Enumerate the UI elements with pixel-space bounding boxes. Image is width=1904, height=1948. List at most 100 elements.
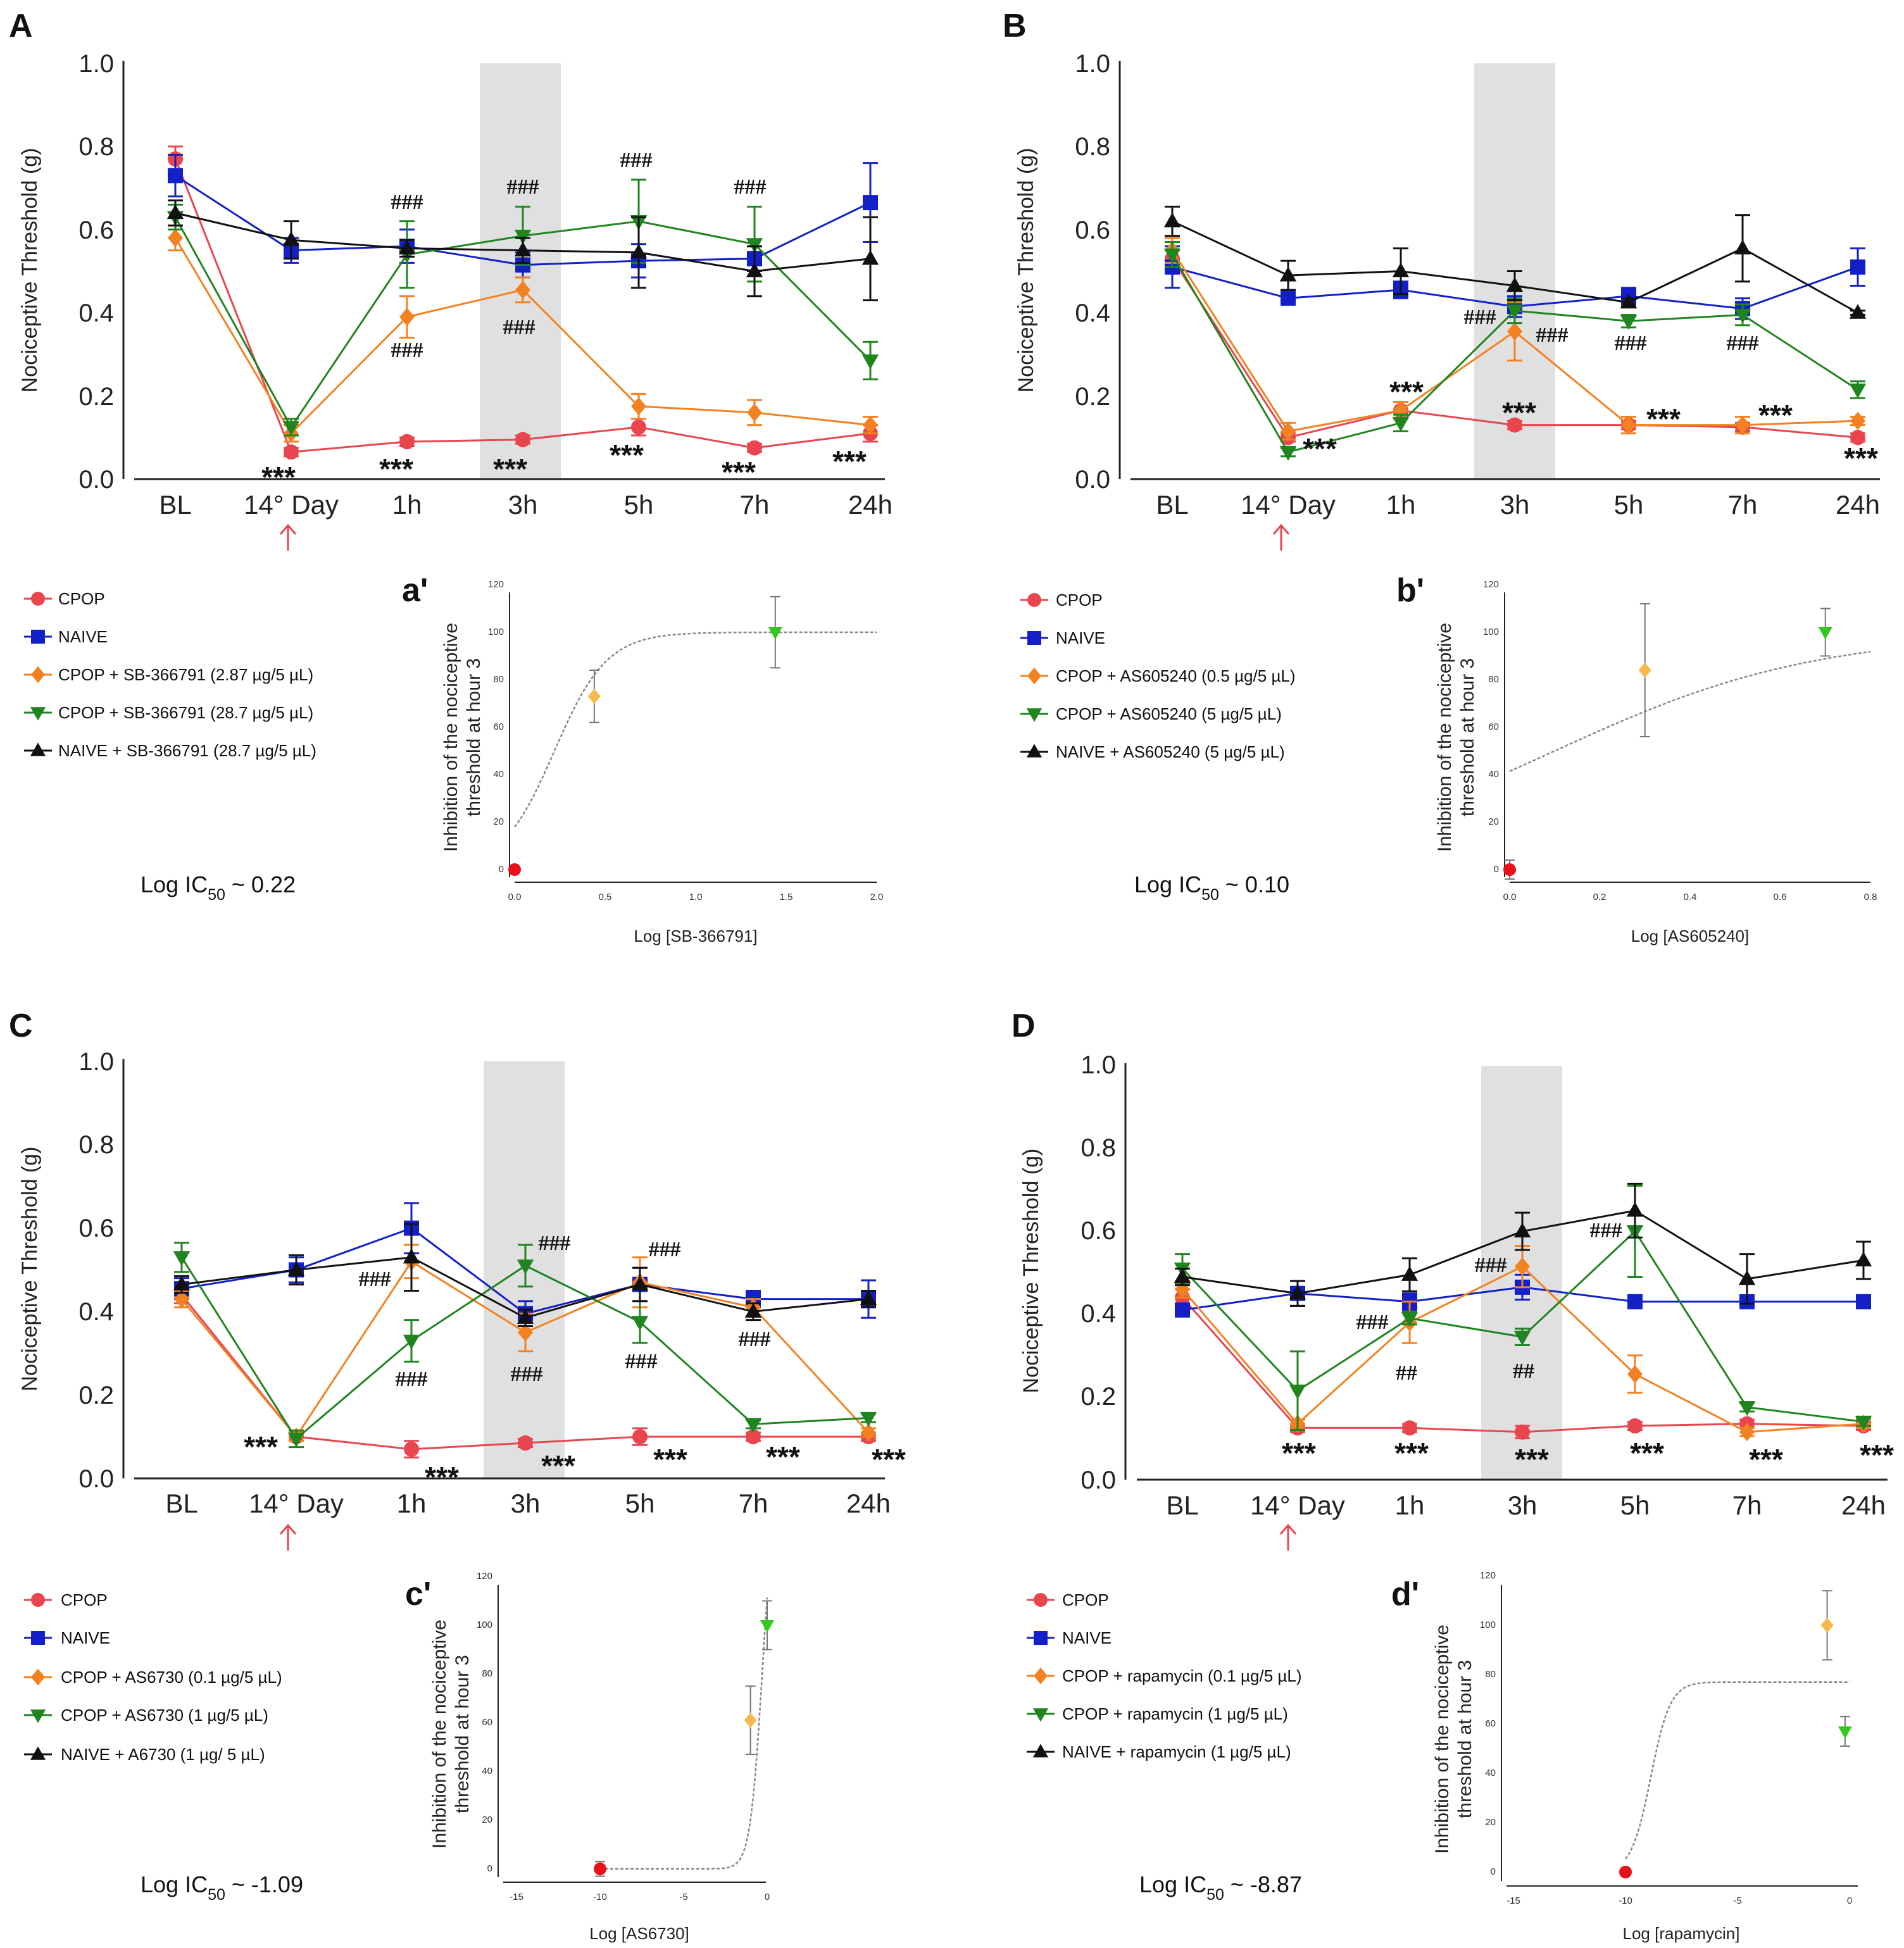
legend-symbol	[1034, 1593, 1048, 1607]
data-point	[1281, 422, 1296, 440]
data-point	[1507, 417, 1522, 433]
data-point	[1513, 1330, 1531, 1346]
sub-x-axis-title: Log [AS605240]	[1631, 927, 1750, 946]
legend-entry: NAIVE	[61, 1628, 110, 1647]
data-point	[173, 1251, 191, 1266]
legend-symbol	[31, 1593, 45, 1607]
x-category-label: 1h	[397, 1489, 427, 1518]
legend-marker	[24, 1668, 52, 1686]
sub-x-tick: 0.6	[1774, 892, 1787, 902]
y-tick-label: 0.0	[78, 1465, 114, 1493]
legend-marker	[24, 666, 52, 684]
sub-y-axis-title: Inhibition of the nociceptive	[429, 1620, 450, 1849]
significance-hash: ###	[396, 1368, 428, 1391]
significance-hash: ###	[734, 175, 767, 199]
data-point	[1281, 290, 1296, 306]
sub-y-tick: 60	[493, 721, 504, 732]
data-point	[1163, 212, 1181, 228]
legend-marker	[24, 1593, 52, 1607]
x-category-label: 7h	[739, 1489, 768, 1518]
sub-y-tick: 60	[482, 1717, 492, 1728]
legend-marker	[1020, 667, 1048, 685]
significance-hash: ###	[391, 190, 423, 214]
sub-y-axis-title: Inhibition of the nociceptive	[1434, 623, 1455, 852]
series-layer	[1174, 1182, 1872, 1442]
data-point	[166, 204, 184, 220]
significance-star: ***	[1303, 432, 1337, 465]
sub-x-axis-title: Log [AS6730]	[589, 1924, 689, 1943]
data-point	[1392, 416, 1410, 432]
data-point	[1738, 1270, 1756, 1285]
sub-y-tick: 0	[1491, 1866, 1496, 1877]
y-tick-label: 0.6	[1075, 216, 1110, 244]
legend-marker	[1020, 593, 1048, 607]
y-tick-label: 0.2	[1080, 1383, 1116, 1411]
significance-star: ***	[244, 1430, 278, 1463]
data-point	[1735, 416, 1750, 434]
data-point	[168, 228, 183, 247]
x-category-label: 5h	[624, 490, 654, 520]
x-category-label: 24h	[1836, 490, 1880, 520]
significance-hash: ###	[625, 1350, 658, 1373]
significance-star: ***	[1860, 1439, 1894, 1471]
sub-y-tick: 100	[1480, 1620, 1496, 1630]
significance-hash: ###	[1615, 332, 1647, 355]
legend-symbol	[31, 630, 45, 644]
legend-symbol	[1026, 744, 1043, 758]
sub-x-ticks: 0.0 0.2 0.4 0.6 0.8	[1503, 892, 1877, 902]
legend-marker	[24, 1709, 52, 1723]
y-tick-label: 0.4	[78, 299, 114, 327]
sub-y-tick: 120	[477, 1571, 492, 1582]
significance-star: ***	[1389, 375, 1424, 408]
x-category-label: 14° Day	[244, 490, 339, 520]
y-ticks: 0.0 0.2 0.4 0.6 0.8 1.0	[78, 1048, 114, 1493]
legend-symbol	[31, 592, 45, 606]
injection-arrow	[1272, 523, 1290, 551]
legend-entry: CPOP	[61, 1590, 108, 1609]
y-axis-title: Nociceptive Threshold (g)	[18, 1147, 42, 1392]
data-point	[515, 280, 530, 299]
injection-arrow	[279, 1523, 297, 1551]
sub-x-tick: 0.8	[1864, 892, 1877, 902]
sub-x-tick: 0.2	[1593, 892, 1606, 902]
legend-symbol	[1027, 667, 1041, 685]
sub-y-tick: 20	[493, 816, 504, 827]
x-category-label: 7h	[1732, 1490, 1762, 1520]
data-point	[1620, 315, 1638, 330]
legend-entry: CPOP	[1062, 1590, 1109, 1609]
legend-entry: CPOP	[1056, 590, 1103, 609]
x-category-label: 7h	[740, 490, 770, 520]
data-point	[399, 434, 415, 449]
legend-entry: CPOP + SB-366791 (2.87 µg/5 µL)	[58, 665, 313, 684]
legend-entry: NAIVE	[1056, 628, 1105, 647]
legend-symbol	[1032, 1708, 1049, 1722]
data-point	[1506, 277, 1524, 292]
sub-plot-area	[1619, 1590, 1852, 1878]
y-tick-label: 0.8	[78, 1131, 114, 1159]
x-category-label: 5h	[1620, 1490, 1650, 1520]
sub-x-tick: -10	[593, 1892, 607, 1902]
sub-x-tick: 1.0	[689, 892, 703, 902]
x-category-label: 3h	[1508, 1490, 1538, 1520]
significance-hash: ###	[359, 1268, 391, 1291]
significance-star: ***	[493, 453, 527, 485]
data-point	[1506, 304, 1524, 320]
data-point	[1627, 1364, 1643, 1383]
dose-response-b: b' 0 20 40 60 80 100 120 0.0 0.2 0.4 0.6…	[1396, 572, 1877, 946]
y-tick-label: 0.4	[1080, 1300, 1116, 1328]
significance-hash: ###	[620, 149, 653, 172]
significance-hash: ###	[1475, 1254, 1507, 1277]
sub-y-ticks: 0 20 40 60 80 100 120	[488, 579, 504, 875]
sub-y-tick: 100	[488, 627, 504, 637]
data-point	[1163, 248, 1181, 264]
sub-y-tick: 40	[1485, 1768, 1496, 1778]
sub-x-tick: 0.0	[508, 892, 522, 902]
significance-hashes: ### ### ### ###	[1464, 306, 1759, 355]
y-tick-label: 0.2	[1075, 383, 1110, 411]
significance-star: ***	[1394, 1437, 1429, 1470]
data-point	[632, 1429, 648, 1445]
y-tick-label: 0.6	[1080, 1217, 1116, 1245]
significance-hash: ##	[1396, 1361, 1417, 1385]
significance-star: ***	[425, 1461, 459, 1494]
y-tick-label: 1.0	[1075, 50, 1110, 78]
